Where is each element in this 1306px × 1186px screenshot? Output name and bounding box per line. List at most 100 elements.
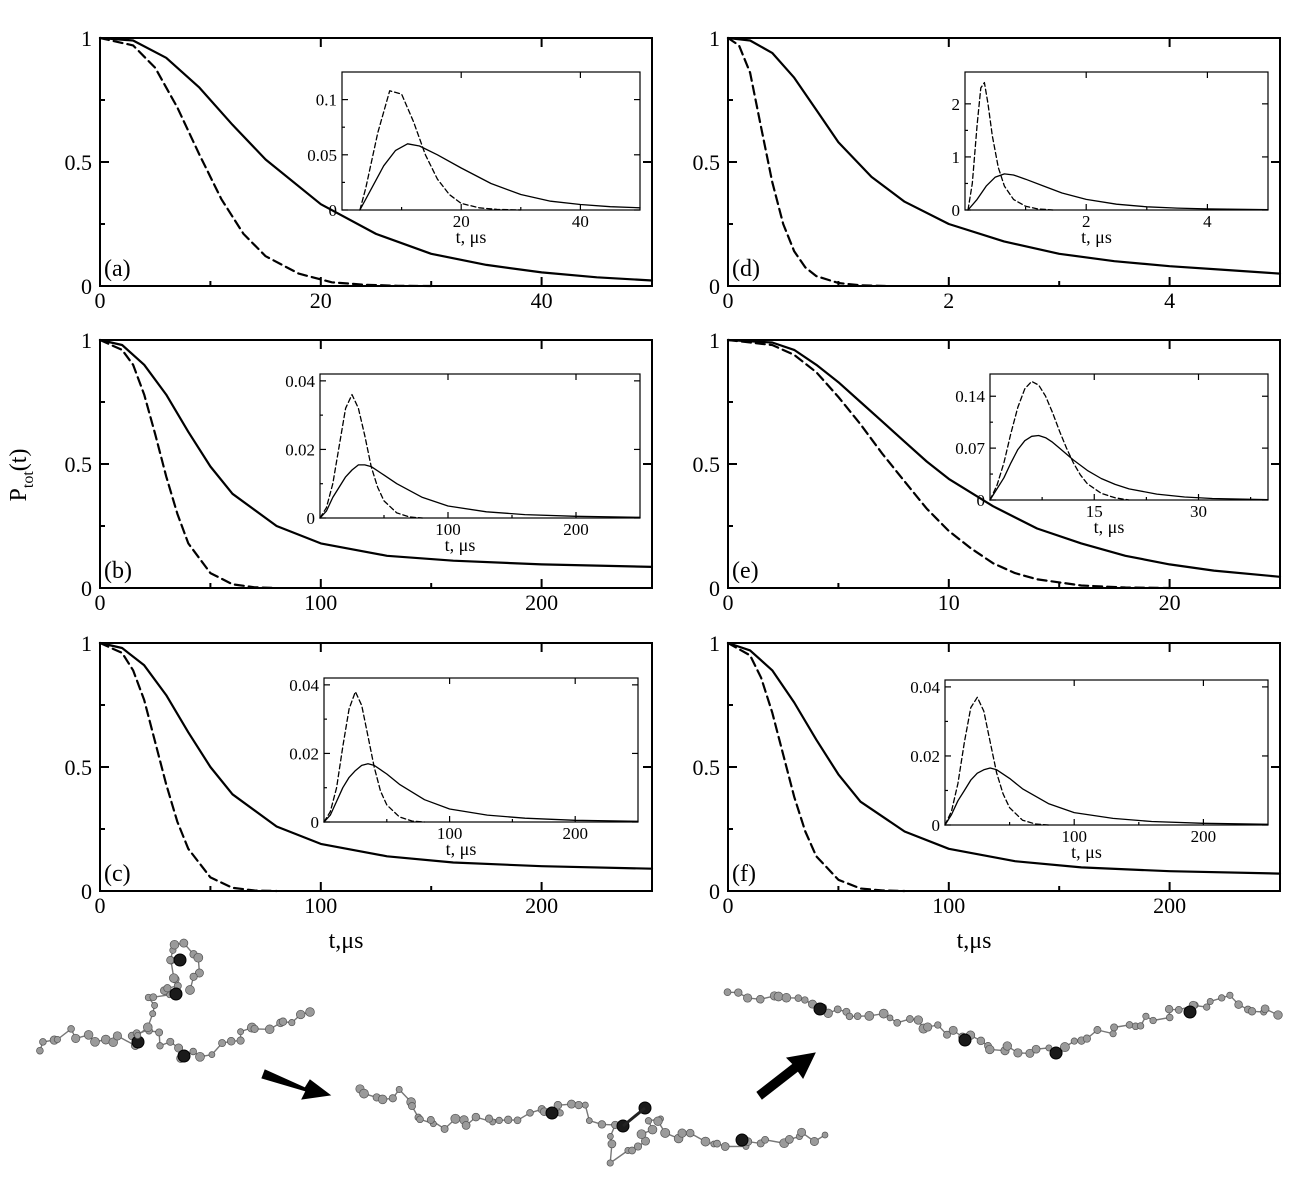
bead (108, 1037, 118, 1048)
bead (1203, 1003, 1211, 1011)
bead (484, 1114, 494, 1123)
inset-x-tick-label: 200 (1191, 827, 1217, 846)
inset-x-axis-label-f: t, μs (1071, 842, 1102, 862)
series-dashed-f (726, 641, 906, 893)
inset-b: 100 200 0 0.02 0.04 t, μs (285, 372, 641, 555)
bead (644, 1117, 653, 1125)
bead (574, 1100, 583, 1110)
bead (1165, 1013, 1174, 1022)
y-tick-label: 1 (81, 328, 92, 353)
bead (801, 996, 809, 1004)
x-tick-label: 100 (932, 893, 965, 918)
x-tick-label: 0 (723, 288, 734, 313)
bead (607, 1133, 614, 1140)
inset-series-dashed-b (319, 393, 424, 519)
y-tick-label: 0 (81, 576, 92, 601)
bead (743, 993, 753, 1003)
inset-c: 100 200 0 0.02 0.04 t, μs (289, 676, 639, 859)
panel-c: 0 100 200 0 0.5 1 (c) t,μs 100 200 0 0.02 0.04 t, μs (65, 631, 654, 954)
bead (1013, 1048, 1023, 1058)
bead (864, 1011, 875, 1021)
inset-background-b (320, 374, 640, 518)
bead (833, 1005, 842, 1014)
bead (1142, 1012, 1150, 1020)
series-solid-b (98, 338, 654, 568)
bead (647, 1124, 658, 1135)
inset-y-tick-label: 0.04 (289, 676, 319, 695)
y-tick-label: 0.5 (693, 452, 721, 477)
inset-x-axis-label-d: t, μs (1081, 227, 1112, 247)
bead (685, 1128, 695, 1138)
inset-x-tick-label: 100 (437, 824, 463, 843)
bead (581, 1101, 589, 1109)
bead (426, 1116, 435, 1124)
bead (1070, 1037, 1078, 1045)
bead (1093, 1026, 1102, 1034)
y-tick-label: 1 (709, 26, 720, 51)
dark-bead (173, 953, 187, 967)
bead (628, 1146, 636, 1155)
bead (71, 1033, 81, 1043)
inset-y-tick-label: 0 (307, 509, 316, 528)
bead (821, 1131, 829, 1139)
inset-x-tick-label: 40 (572, 212, 589, 231)
bead (395, 1086, 403, 1093)
bead (636, 1129, 647, 1140)
series-solid-a (98, 36, 654, 282)
bead (886, 1014, 894, 1022)
inset-x-tick-label: 15 (1086, 502, 1103, 521)
bead (785, 1135, 794, 1144)
bead (305, 1007, 315, 1017)
bead (797, 1127, 807, 1137)
bead (208, 1051, 216, 1058)
inset-x-tick-label: 200 (563, 520, 589, 539)
bead (1247, 1007, 1257, 1016)
bead (237, 1028, 245, 1036)
inset-a: 20 40 0 0.05 0.1 t, μs (307, 71, 641, 247)
inset-series-dashed-d (967, 81, 1054, 211)
inset-x-axis-label-a: t, μs (456, 227, 487, 247)
bead (461, 1121, 471, 1130)
molecule-snapshot-3 (723, 988, 1283, 1060)
bead (408, 1102, 416, 1111)
panel-e: 0 10 20 0 0.5 1 (e) 15 30 0 0.07 0.14 t, μs (693, 328, 1282, 615)
dark-bead (958, 1033, 972, 1047)
y-axis-label: Ptot(t) (6, 449, 37, 502)
bead (720, 1142, 730, 1151)
bead (151, 1001, 159, 1009)
x-tick-label: 0 (95, 893, 106, 918)
bead (1218, 994, 1226, 1002)
bead (641, 1136, 650, 1146)
x-tick-label: 20 (310, 288, 332, 313)
series-solid-c (98, 641, 654, 870)
inset-x-tick-label: 20 (453, 212, 470, 231)
bead (416, 1115, 424, 1124)
inset-series-solid-e (989, 434, 1269, 501)
bead (166, 956, 175, 965)
bead (1031, 1044, 1041, 1054)
bead (388, 1094, 397, 1103)
bead (976, 1036, 986, 1046)
panel-label-b: (b) (104, 558, 132, 584)
y-tick-label: 1 (81, 26, 92, 51)
inset-y-tick-label: 0.04 (910, 678, 940, 697)
x-tick-label: 10 (938, 590, 960, 615)
bead (1002, 1041, 1012, 1051)
bead (504, 1115, 513, 1124)
y-tick-label: 1 (709, 328, 720, 353)
inset-x-axis-label-e: t, μs (1094, 517, 1125, 537)
dark-bead (1183, 1005, 1197, 1019)
arrow-icon (756, 1052, 816, 1100)
bead (149, 1010, 157, 1018)
bead (567, 1099, 576, 1109)
bead (174, 1043, 184, 1053)
x-tick-label: 4 (1164, 288, 1175, 313)
bead (773, 991, 784, 1002)
inset-background-d (965, 72, 1268, 210)
inset-f: 100 200 0 0.02 0.04 t, μs (910, 678, 1269, 862)
inset-background-c (324, 678, 638, 822)
bead (943, 1030, 951, 1039)
molecule-snapshots (36, 938, 1283, 1167)
